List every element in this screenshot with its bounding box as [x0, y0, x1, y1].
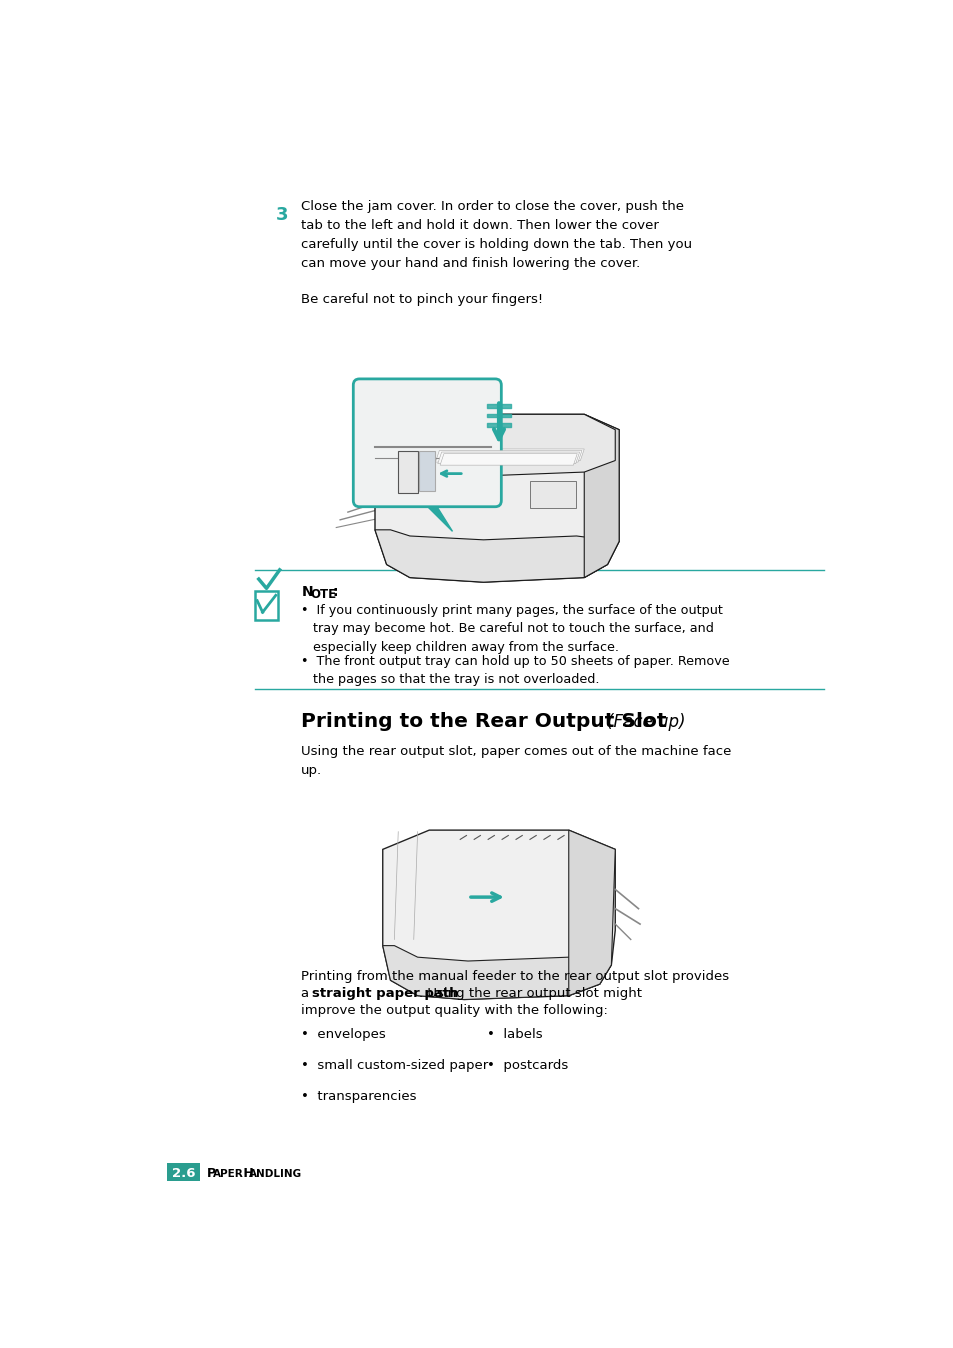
Text: •  envelopes: • envelopes — [301, 1029, 386, 1041]
Text: •  labels: • labels — [487, 1029, 542, 1041]
Text: improve the output quality with the following:: improve the output quality with the foll… — [301, 1004, 608, 1018]
Text: Using the rear output slot, paper comes out of the machine face
up.: Using the rear output slot, paper comes … — [301, 745, 731, 778]
Text: P: P — [207, 1167, 215, 1180]
Polygon shape — [382, 830, 615, 999]
Polygon shape — [375, 530, 618, 582]
Bar — [418, 452, 435, 491]
Bar — [167, 1163, 199, 1181]
Polygon shape — [439, 453, 577, 465]
Text: •  transparencies: • transparencies — [301, 1089, 416, 1103]
Text: •  If you continuously print many pages, the surface of the output
   tray may b: • If you continuously print many pages, … — [301, 604, 722, 654]
Polygon shape — [435, 450, 581, 462]
Bar — [530, 481, 576, 508]
Polygon shape — [583, 414, 618, 577]
Text: Printing to the Rear Output Slot: Printing to the Rear Output Slot — [301, 712, 666, 731]
Text: 3: 3 — [275, 206, 288, 224]
Bar — [254, 590, 278, 620]
Text: •  The front output tray can hold up to 50 sheets of paper. Remove
   the pages : • The front output tray can hold up to 5… — [301, 655, 729, 686]
Polygon shape — [437, 452, 579, 464]
Text: ANDLING: ANDLING — [249, 1169, 301, 1178]
Text: N: N — [301, 585, 313, 600]
Text: Be careful not to pinch your fingers!: Be careful not to pinch your fingers! — [301, 293, 543, 306]
Polygon shape — [421, 500, 452, 531]
Text: 2.6: 2.6 — [172, 1167, 195, 1180]
Bar — [397, 450, 417, 493]
Text: •  small custom-sized paper: • small custom-sized paper — [301, 1058, 488, 1072]
Polygon shape — [568, 830, 615, 996]
Text: (Face up): (Face up) — [607, 713, 685, 731]
Text: :: : — [332, 585, 337, 600]
Text: straight paper path: straight paper path — [312, 987, 458, 1000]
Text: •  postcards: • postcards — [487, 1058, 568, 1072]
Polygon shape — [375, 414, 618, 582]
Polygon shape — [375, 414, 615, 476]
FancyBboxPatch shape — [353, 379, 500, 507]
Text: . Using the rear output slot might: . Using the rear output slot might — [418, 987, 641, 1000]
Text: H: H — [239, 1167, 253, 1180]
Text: a: a — [301, 987, 314, 1000]
Text: APER: APER — [213, 1169, 244, 1178]
Text: OTE: OTE — [310, 588, 335, 601]
Polygon shape — [433, 449, 583, 461]
Text: Printing from the manual feeder to the rear output slot provides: Printing from the manual feeder to the r… — [301, 971, 729, 983]
Text: Close the jam cover. In order to close the cover, push the
tab to the left and h: Close the jam cover. In order to close t… — [301, 201, 692, 270]
Polygon shape — [382, 945, 611, 999]
